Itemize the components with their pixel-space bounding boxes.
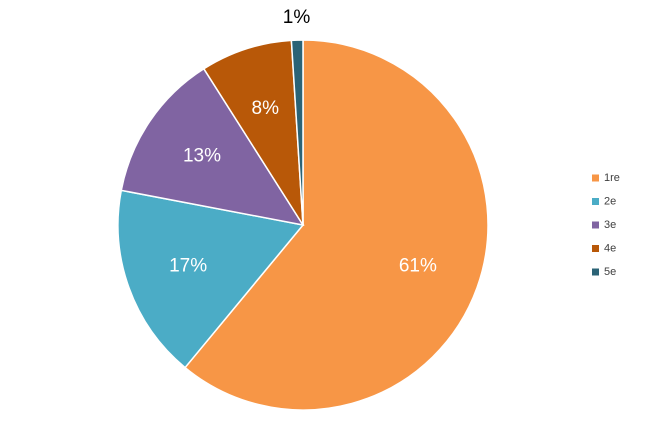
pie-slice: [117, 189, 305, 369]
legend-label: 4e: [604, 242, 616, 254]
pie-slice: [290, 39, 304, 226]
data-label: 13%: [183, 145, 221, 166]
data-label: 17%: [169, 255, 207, 276]
pie-slice: [184, 39, 489, 411]
data-label: 1%: [283, 7, 311, 28]
data-label: 61%: [399, 255, 437, 276]
legend-swatch: [592, 268, 599, 276]
pie-slice: [202, 39, 304, 226]
legend-swatch: [592, 174, 599, 182]
legend-swatch: [592, 221, 599, 229]
legend-swatch: [592, 198, 599, 205]
legend-swatch: [592, 245, 599, 252]
legend-label: 3e: [604, 219, 616, 231]
legend-label: 2e: [604, 195, 616, 207]
pie-slice: [120, 67, 305, 227]
data-label: 8%: [252, 98, 280, 119]
legend-label: 1re: [604, 172, 620, 184]
legend-label: 5e: [604, 266, 616, 278]
